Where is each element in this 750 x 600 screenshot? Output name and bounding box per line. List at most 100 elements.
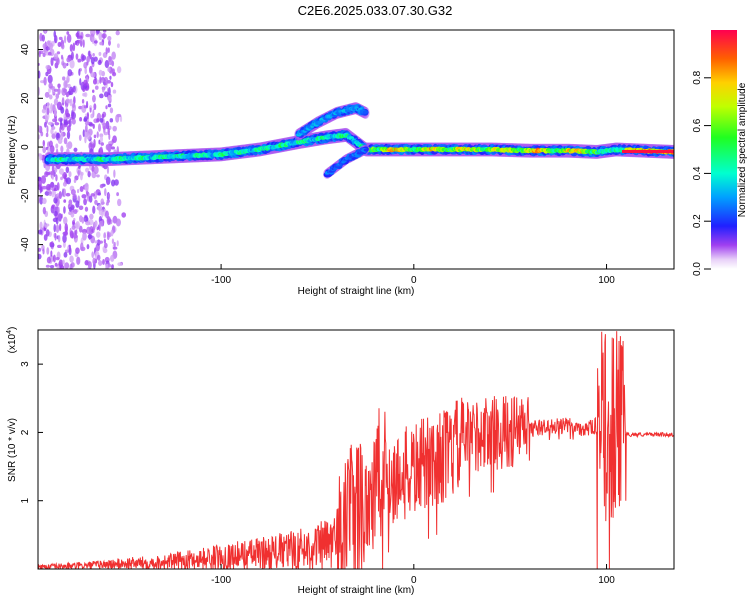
- spectrogram-noise-point: [64, 230, 69, 236]
- spectrogram-noise-point: [82, 39, 85, 48]
- spectrogram-noise-point: [85, 33, 91, 38]
- snr-scale-base: (x10: [7, 333, 18, 353]
- spectrogram-noise-point: [39, 186, 42, 194]
- spectrogram-noise-point: [51, 204, 56, 209]
- spectrogram-noise-point: [38, 253, 42, 260]
- spectrogram-noise-point: [70, 189, 76, 196]
- snr-x-tick-label: 100: [598, 575, 615, 586]
- spectrogram-noise-point: [55, 93, 60, 99]
- spectrogram-noise-point: [101, 209, 104, 218]
- spectrogram-noise-point: [88, 123, 94, 127]
- spectrogram-noise-point: [96, 239, 101, 246]
- spectrogram-noise-point: [109, 118, 114, 123]
- spectrogram-noise-point: [111, 51, 116, 60]
- spectrogram-noise-point: [58, 223, 62, 232]
- spectrogram-noise-point: [99, 240, 103, 244]
- spectrogram-noise-point: [62, 62, 67, 69]
- spectrogram-noise-point: [84, 135, 87, 144]
- spectrogram-noise-point: [86, 243, 90, 250]
- spectrogram-x-ticks: -100 0 100: [211, 264, 615, 286]
- spectrogram-noise-point: [63, 188, 67, 198]
- spectrogram-noise-point: [57, 137, 63, 145]
- spectrogram-noise-point: [110, 254, 115, 262]
- spectrogram-noise-point: [62, 241, 66, 248]
- spectrogram-noise-point: [93, 40, 98, 44]
- spectrogram-noise-point: [44, 190, 50, 196]
- spectrogram-noise-point: [81, 194, 87, 199]
- spectrogram-noise-point: [86, 100, 89, 109]
- spectrogram-noise-point: [60, 176, 63, 181]
- spectrogram-noise-point: [77, 58, 82, 63]
- spectrogram-noise-point: [107, 94, 112, 102]
- spectrogram-noise-point: [99, 117, 104, 123]
- spectrogram-noise-point: [38, 153, 42, 157]
- spectrogram-noise-point: [58, 259, 64, 269]
- spectrogram-noise-point: [99, 41, 104, 46]
- spectrogram-noise-point: [85, 221, 91, 226]
- spectrogram-noise-point: [48, 190, 52, 197]
- spectrogram-noise-point: [92, 205, 96, 214]
- snr-x-tick-label: -100: [211, 575, 231, 586]
- spectrogram-noise-point: [100, 198, 105, 206]
- colorbar: 0.0 0.2 0.4 0.6 0.8 Normalized spectral ampl…: [692, 30, 748, 276]
- spectrogram-noise-point: [112, 246, 118, 250]
- spectrogram-noise-point: [121, 212, 127, 218]
- spectrogram-noise-point: [102, 30, 107, 33]
- spectrogram-noise-point: [79, 116, 83, 122]
- spectrogram-noise-point: [66, 142, 70, 149]
- spectrogram-noise-point: [64, 262, 70, 269]
- spectrogram-noise-point: [87, 171, 91, 178]
- spectrogram-noise-point: [49, 242, 53, 246]
- spectrogram-ridge-core: [363, 148, 368, 152]
- spectrogram-noise-point: [74, 229, 78, 236]
- spectrogram-noise-point: [81, 216, 85, 224]
- spectrogram-noise-point: [103, 131, 109, 136]
- spectrogram-noise-point: [109, 75, 112, 80]
- spectrogram-noise-point: [107, 193, 111, 198]
- spectrogram-noise-point: [53, 223, 57, 233]
- spectrogram-noise-point: [47, 51, 52, 56]
- spectrogram-noise-point: [117, 262, 123, 267]
- spectrogram-noise-point: [84, 260, 89, 266]
- spectrogram-noise-point: [54, 122, 60, 126]
- spectrogram-noise-point: [103, 91, 109, 98]
- spectrogram-y-tick-label: 20: [20, 92, 31, 104]
- spectrogram-noise-point: [48, 87, 51, 94]
- spectrogram-marks: [38, 30, 674, 269]
- spectrogram-noise-point: [61, 43, 65, 50]
- spectrogram-noise-point: [108, 133, 111, 141]
- spectrogram-noise-point: [70, 211, 75, 218]
- spectrogram-y-tick-label: -40: [20, 237, 31, 252]
- spectrogram-noise-point: [75, 221, 80, 230]
- spectrogram-noise-point: [77, 170, 80, 177]
- spectrogram-noise-point: [96, 226, 99, 231]
- spectrogram-noise-point: [107, 127, 110, 136]
- spectrogram-noise-point: [110, 229, 114, 237]
- spectrogram-noise-point: [57, 87, 61, 95]
- spectrogram-x-label: Height of straight line (km): [298, 286, 415, 297]
- spectrogram-noise-point: [106, 180, 109, 185]
- spectrogram-noise-point: [91, 251, 95, 258]
- spectrogram-noise-point: [48, 82, 53, 89]
- spectrogram-noise-point: [46, 107, 50, 116]
- spectrogram-noise-point: [68, 247, 72, 256]
- spectrogram-noise-point: [110, 82, 114, 88]
- spectrogram-noise-point: [116, 240, 119, 247]
- spectrogram-noise-point: [63, 121, 69, 126]
- spectrogram-noise-point: [45, 183, 51, 191]
- spectrogram-noise-point: [72, 103, 75, 108]
- spectrogram-noise-point: [95, 30, 100, 35]
- spectrogram-noise-point: [63, 251, 68, 258]
- spectrogram-noise-point: [42, 248, 45, 255]
- spectrogram-noise-point: [115, 218, 121, 227]
- spectrogram-noise-point: [71, 118, 76, 125]
- spectrogram-noise-point: [66, 130, 71, 140]
- colorbar-tick-label: 0.0: [692, 262, 703, 276]
- spectrogram-noise-point: [45, 64, 51, 70]
- spectrogram-noise-point: [97, 192, 102, 196]
- spectrogram-noise-point: [93, 103, 97, 111]
- spectrogram-noise-point: [73, 178, 77, 183]
- spectrogram-noise-point: [42, 139, 46, 147]
- spectrogram-noise-point: [69, 44, 74, 52]
